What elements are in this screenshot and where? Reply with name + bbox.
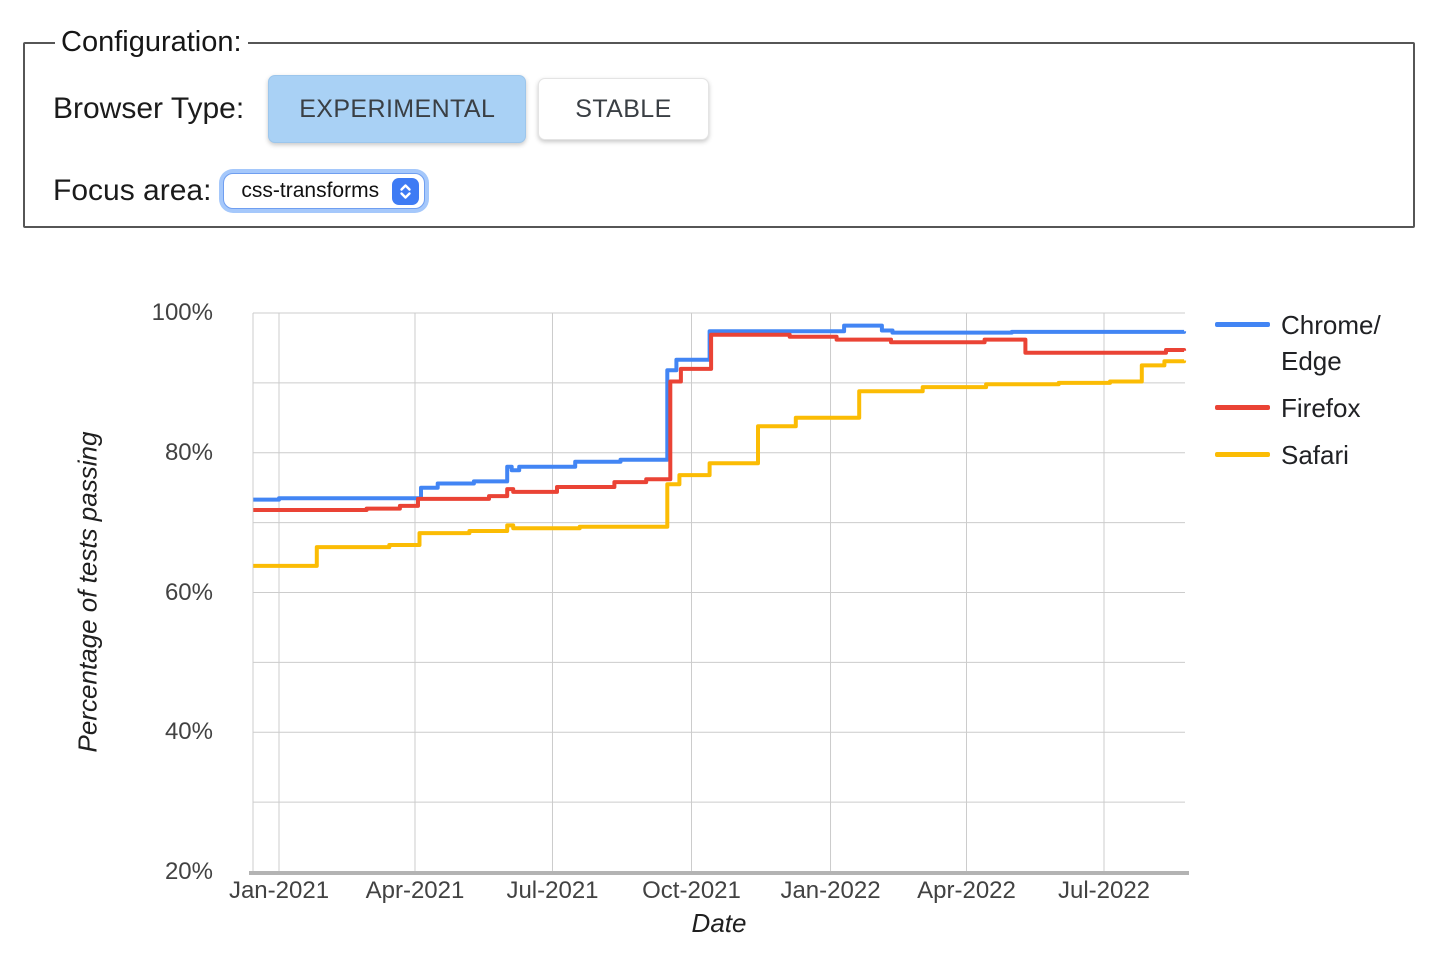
- legend-label-firefox: Firefox: [1281, 393, 1361, 423]
- configuration-title: Configuration:: [61, 26, 242, 58]
- legend-item-firefox: Firefox: [1215, 390, 1381, 426]
- browser-type-label: Browser Type:: [53, 92, 245, 125]
- browser-type-experimental-button[interactable]: EXPERIMENTAL: [268, 75, 527, 143]
- chart-plot-area: [249, 312, 1189, 875]
- y-tick-label-80: 80%: [164, 438, 213, 466]
- browser-type-row: Browser Type: EXPERIMENTAL STABLE: [53, 75, 1389, 143]
- browser-type-stable-button[interactable]: STABLE: [538, 78, 709, 140]
- configuration-panel: Configuration: Browser Type: EXPERIMENTA…: [23, 26, 1415, 228]
- focus-area-row: Focus area: css-transforms: [53, 173, 1389, 209]
- x-tick-label-Apr-2022: Apr-2022: [917, 877, 1016, 904]
- tests-passing-chart: Percentage of tests passing Date 20% 40% 6…: [0, 260, 1440, 958]
- x-tick-label-Jul-2021: Jul-2021: [506, 877, 599, 904]
- legend-label-safari: Safari: [1281, 440, 1349, 470]
- focus-area-label: Focus area:: [53, 174, 212, 207]
- legend-label-chrome-edge: Chrome/Edge: [1281, 310, 1381, 376]
- x-tick-label-Jan-2021: Jan-2021: [228, 877, 330, 904]
- series-line-firefox: [253, 332, 1187, 512]
- y-tick-label-60: 60%: [164, 578, 213, 606]
- y-tick-label-20: 20%: [164, 858, 213, 885]
- x-tick-label-Jul-2022: Jul-2022: [1057, 877, 1151, 904]
- y-tick-label-40: 40%: [164, 718, 213, 746]
- y-tick-label-100: 100%: [151, 299, 213, 326]
- legend-swatch-firefox: [1215, 405, 1270, 410]
- series-line-chrome-edge: [253, 323, 1187, 502]
- legend-swatch-safari: [1215, 452, 1270, 457]
- chart-legend: Chrome/Edge Firefox Safari: [1215, 307, 1381, 473]
- series-line-safari: [253, 359, 1187, 568]
- legend-swatch-chrome-edge: [1215, 322, 1270, 327]
- select-arrows-icon: [392, 177, 420, 205]
- x-tick-label-Jan-2022: Jan-2022: [780, 877, 881, 904]
- legend-item-safari: Safari: [1215, 437, 1381, 473]
- x-tick-label-Apr-2021: Apr-2021: [365, 877, 465, 904]
- legend-item-chrome-edge: Chrome/Edge: [1215, 307, 1381, 379]
- x-axis-title: Date: [691, 908, 747, 938]
- x-tick-label-Oct-2021: Oct-2021: [642, 877, 741, 904]
- focus-area-selected-value: css-transforms: [241, 179, 380, 202]
- focus-area-select[interactable]: css-transforms: [223, 173, 426, 209]
